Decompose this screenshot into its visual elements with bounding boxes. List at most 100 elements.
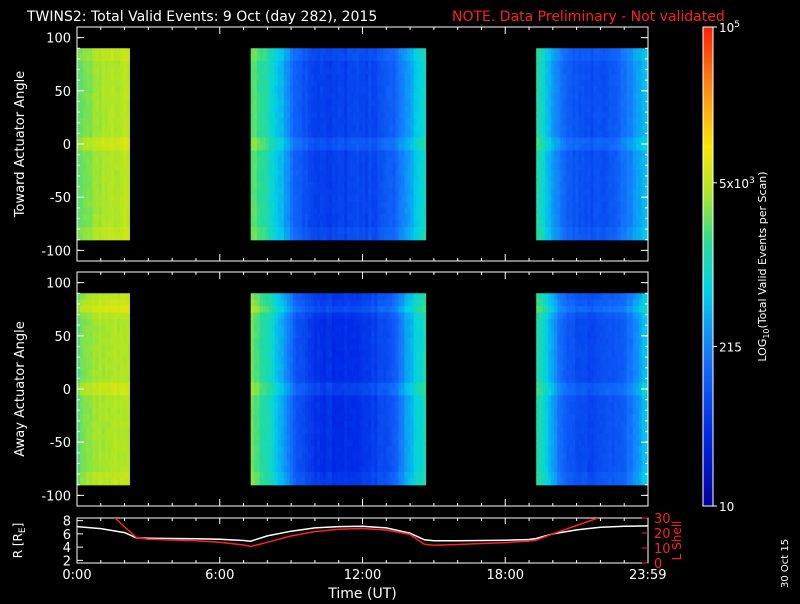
heat-cell (126, 221, 130, 228)
y-tick-label: 100 (46, 32, 71, 47)
y-tick-label: 0 (63, 138, 71, 153)
heat-cell (126, 74, 130, 81)
heat-cell (126, 440, 130, 447)
heat-cell (126, 208, 130, 215)
heat-cell (126, 319, 130, 326)
heat-cell (423, 163, 427, 170)
y-tick-label: -50 (50, 191, 71, 206)
heat-cell (126, 421, 130, 428)
heat-cell (423, 131, 427, 138)
heat-cell (126, 118, 130, 125)
heat-cell (423, 227, 427, 234)
heat-cell (126, 131, 130, 138)
heat-cell (126, 176, 130, 183)
heat-cell (126, 112, 130, 119)
heat-cell (126, 144, 130, 151)
y-tick-label: -100 (41, 244, 71, 259)
heat-cell (423, 61, 427, 68)
heat-cell (126, 170, 130, 177)
heat-cell (126, 99, 130, 106)
heat-cell (126, 472, 130, 479)
heat-cell (423, 112, 427, 119)
heat-cell (423, 157, 427, 164)
data-block-0 (77, 293, 130, 485)
heat-cell (423, 233, 427, 240)
heat-cell (126, 55, 130, 62)
heat-cell (423, 138, 427, 145)
heat-cell (126, 163, 130, 170)
heat-cell (126, 300, 130, 307)
heat-cell (126, 61, 130, 68)
heat-cell (423, 182, 427, 189)
heat-cell (126, 306, 130, 313)
heat-cell (126, 125, 130, 132)
heat-cell (126, 87, 130, 94)
heat-cell (126, 408, 130, 415)
heat-cell (423, 144, 427, 151)
heat-cell (423, 170, 427, 177)
preliminary-note: NOTE. Data Preliminary - Not validated (452, 9, 725, 25)
heat-cell (126, 157, 130, 164)
heat-cell (126, 106, 130, 113)
heat-cell (423, 87, 427, 94)
heat-cell (126, 48, 130, 55)
heat-cell (423, 125, 427, 132)
heat-cell (423, 80, 427, 87)
heat-cell (126, 138, 130, 145)
heat-cell (423, 48, 427, 55)
heat-cell (126, 363, 130, 370)
heat-cell (126, 383, 130, 390)
chart-title: TWINS2: Total Valid Events: 9 Oct (day 2… (26, 9, 377, 25)
heat-cell (423, 208, 427, 215)
heat-cell (423, 106, 427, 113)
heat-cell (126, 351, 130, 358)
heat-cell (423, 214, 427, 221)
heat-cell (126, 293, 130, 300)
heat-cell (126, 370, 130, 377)
heat-cell (126, 466, 130, 473)
heat-cell (126, 182, 130, 189)
heat-cell (126, 434, 130, 441)
heat-cell (126, 459, 130, 466)
heat-cell (126, 214, 130, 221)
heat-cell (126, 338, 130, 345)
heat-cell (126, 427, 130, 434)
y-axis-label: Toward Actuator Angle (13, 71, 28, 218)
heat-cell (126, 227, 130, 234)
heat-cell (126, 344, 130, 351)
heat-cell (126, 312, 130, 319)
heat-cell (423, 176, 427, 183)
heat-cell (126, 80, 130, 87)
heat-cell (126, 357, 130, 364)
heat-cell (126, 150, 130, 157)
heat-cell (423, 93, 427, 100)
data-block-2 (536, 48, 648, 240)
heat-cell (126, 325, 130, 332)
y-tick-label: 50 (54, 85, 71, 100)
heat-cell (423, 99, 427, 106)
data-block-1 (251, 293, 426, 485)
heat-cell (126, 376, 130, 383)
toward-heatmap-panel: 100 50 0 -50 -100 Toward Actuator Angle (13, 27, 648, 261)
data-block-0 (77, 48, 130, 240)
heat-cell (126, 453, 130, 460)
heat-cell (126, 233, 130, 240)
heat-cell (126, 189, 130, 196)
heat-cell (423, 150, 427, 157)
heat-cell (126, 195, 130, 202)
heat-cell (126, 478, 130, 485)
heat-cell (126, 67, 130, 74)
heat-cell (126, 201, 130, 208)
heat-cell (126, 93, 130, 100)
heat-cell (126, 332, 130, 339)
heat-cell (423, 221, 427, 228)
heat-cell (423, 189, 427, 196)
heat-cell (126, 446, 130, 453)
heat-cell (423, 74, 427, 81)
heat-cell (126, 395, 130, 402)
heat-cell (423, 118, 427, 125)
heat-cell (126, 402, 130, 409)
